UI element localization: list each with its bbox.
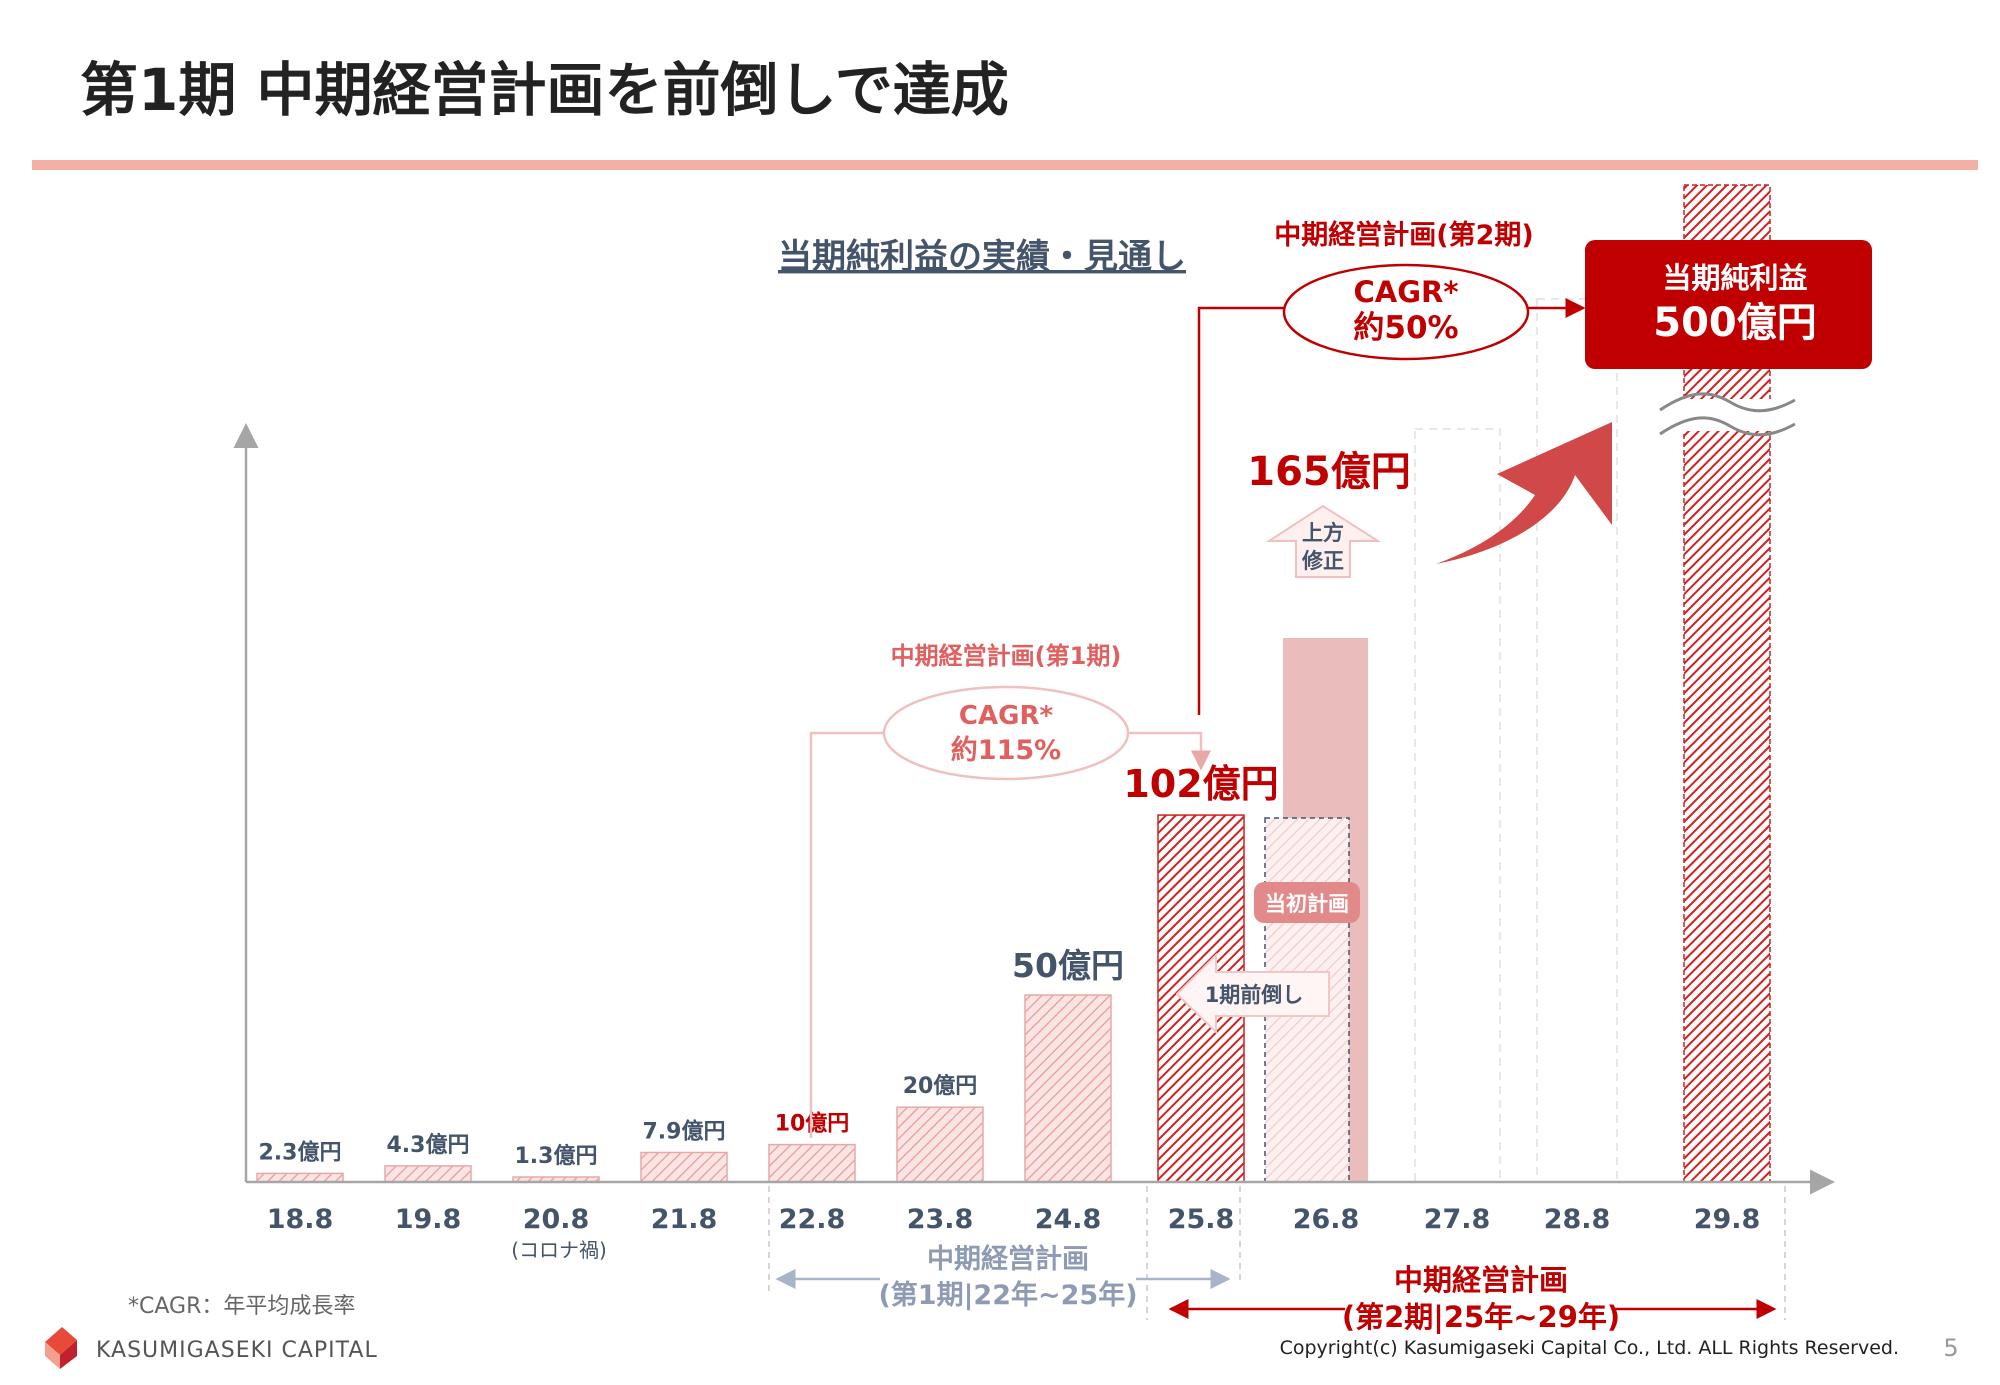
- axis-break-icon: [1659, 392, 1796, 437]
- value-label-20-8: 1.3億円: [515, 1143, 598, 1169]
- plan1-connector-right: [1128, 731, 1211, 771]
- target-box-line2: 500億円: [1653, 300, 1817, 346]
- value-label-24-8: 50億円: [1012, 946, 1124, 985]
- copyright: Copyright(c) Kasumigaseki Capital Co., L…: [1280, 1337, 1899, 1359]
- plan1-cagr-value: 約115%: [951, 734, 1061, 766]
- plan2-cagr: CAGR*: [1353, 275, 1458, 309]
- company-logo-icon: [45, 1327, 77, 1369]
- logo-text: KASUMIGASEKI CAPITAL: [96, 1338, 378, 1363]
- x-tick-27-8: 27.8: [1424, 1204, 1491, 1235]
- footnote: *CAGR：年平均成長率: [128, 1294, 355, 1319]
- value-label-21-8: 7.9億円: [643, 1118, 726, 1144]
- bar-27-8-placeholder: [1414, 428, 1501, 1183]
- value-label-25-8: 102億円: [1123, 762, 1278, 806]
- covid-note: (コロナ禍): [511, 1238, 607, 1262]
- bar-19-8: [384, 1165, 472, 1183]
- x-tick-25-8: 25.8: [1168, 1204, 1235, 1235]
- bar-18-8: [256, 1172, 344, 1183]
- ahead-label: 1期前倒し: [1205, 983, 1304, 1007]
- plan1-period-1: 中期経営計画: [927, 1243, 1089, 1275]
- x-tick-22-8: 22.8: [779, 1204, 846, 1235]
- x-tick-labels: 18.8 19.8 20.8 21.8 22.8 23.8 24.8 25.8 26.8 27.8…: [267, 1204, 1761, 1235]
- growth-arrow-icon: [1436, 422, 1612, 564]
- bar-24-8: [1024, 994, 1112, 1183]
- bars: [256, 814, 1245, 1183]
- x-tick-23-8: 23.8: [907, 1204, 974, 1235]
- plan1-connector-left: [809, 731, 884, 1138]
- plan2-cagr-ellipse: [1282, 263, 1530, 361]
- plan2-cagr-value: 約50%: [1353, 310, 1458, 346]
- x-tick-20-8: 20.8: [523, 1204, 590, 1235]
- page-title: 第1期 中期経営計画を前倒しで達成: [80, 56, 1009, 124]
- chart-title: 当期純利益の実績・見通し: [778, 237, 1186, 277]
- bar-21-8: [640, 1151, 728, 1183]
- x-tick-19-8: 19.8: [395, 1204, 462, 1235]
- revision-label-2: 修正: [1301, 549, 1344, 573]
- target-box: [1585, 240, 1872, 369]
- revision-label-1: 上方: [1302, 521, 1344, 545]
- plan1-cagr: CAGR*: [959, 701, 1054, 731]
- x-tick-18-8: 18.8: [267, 1204, 334, 1235]
- x-tick-26-8: 26.8: [1293, 1204, 1360, 1235]
- value-label-23-8: 20億円: [903, 1073, 978, 1099]
- x-tick-24-8: 24.8: [1035, 1204, 1102, 1235]
- bar-22-8: [768, 1143, 856, 1183]
- upward-revision-arrow-icon: [1265, 504, 1382, 578]
- plan2-period-1: 中期経営計画: [1394, 1263, 1568, 1297]
- x-tick-21-8: 21.8: [651, 1204, 718, 1235]
- plan1-title: 中期経営計画(第1期): [891, 642, 1122, 670]
- revised-165-label: 165億円: [1247, 449, 1411, 495]
- ahead-arrow-icon: [1175, 952, 1330, 1035]
- page-number: 5: [1943, 1334, 1958, 1362]
- original-plan-tag-label: 当初計画: [1265, 892, 1349, 916]
- x-tick-29-8: 29.8: [1694, 1204, 1761, 1235]
- plan1-period-2: (第1期|22年~25年): [878, 1279, 1137, 1311]
- title-underline: [32, 160, 1978, 170]
- value-label-18-8: 2.3億円: [259, 1139, 342, 1165]
- plan2-period-2: (第2期|25年~29年): [1342, 1300, 1620, 1334]
- target-box-line1: 当期純利益: [1662, 261, 1807, 295]
- value-label-19-8: 4.3億円: [387, 1132, 470, 1158]
- bar-23-8: [896, 1106, 984, 1183]
- original-plan-tag: [1254, 882, 1360, 923]
- plan1-cagr-ellipse: [882, 685, 1130, 781]
- plan2-title: 中期経営計画(第2期): [1274, 219, 1533, 251]
- plan2-connector-left: [1197, 306, 1286, 715]
- period-separators: [768, 1186, 1786, 1320]
- x-tick-28-8: 28.8: [1544, 1204, 1611, 1235]
- bar-28-8-placeholder: [1536, 298, 1618, 1183]
